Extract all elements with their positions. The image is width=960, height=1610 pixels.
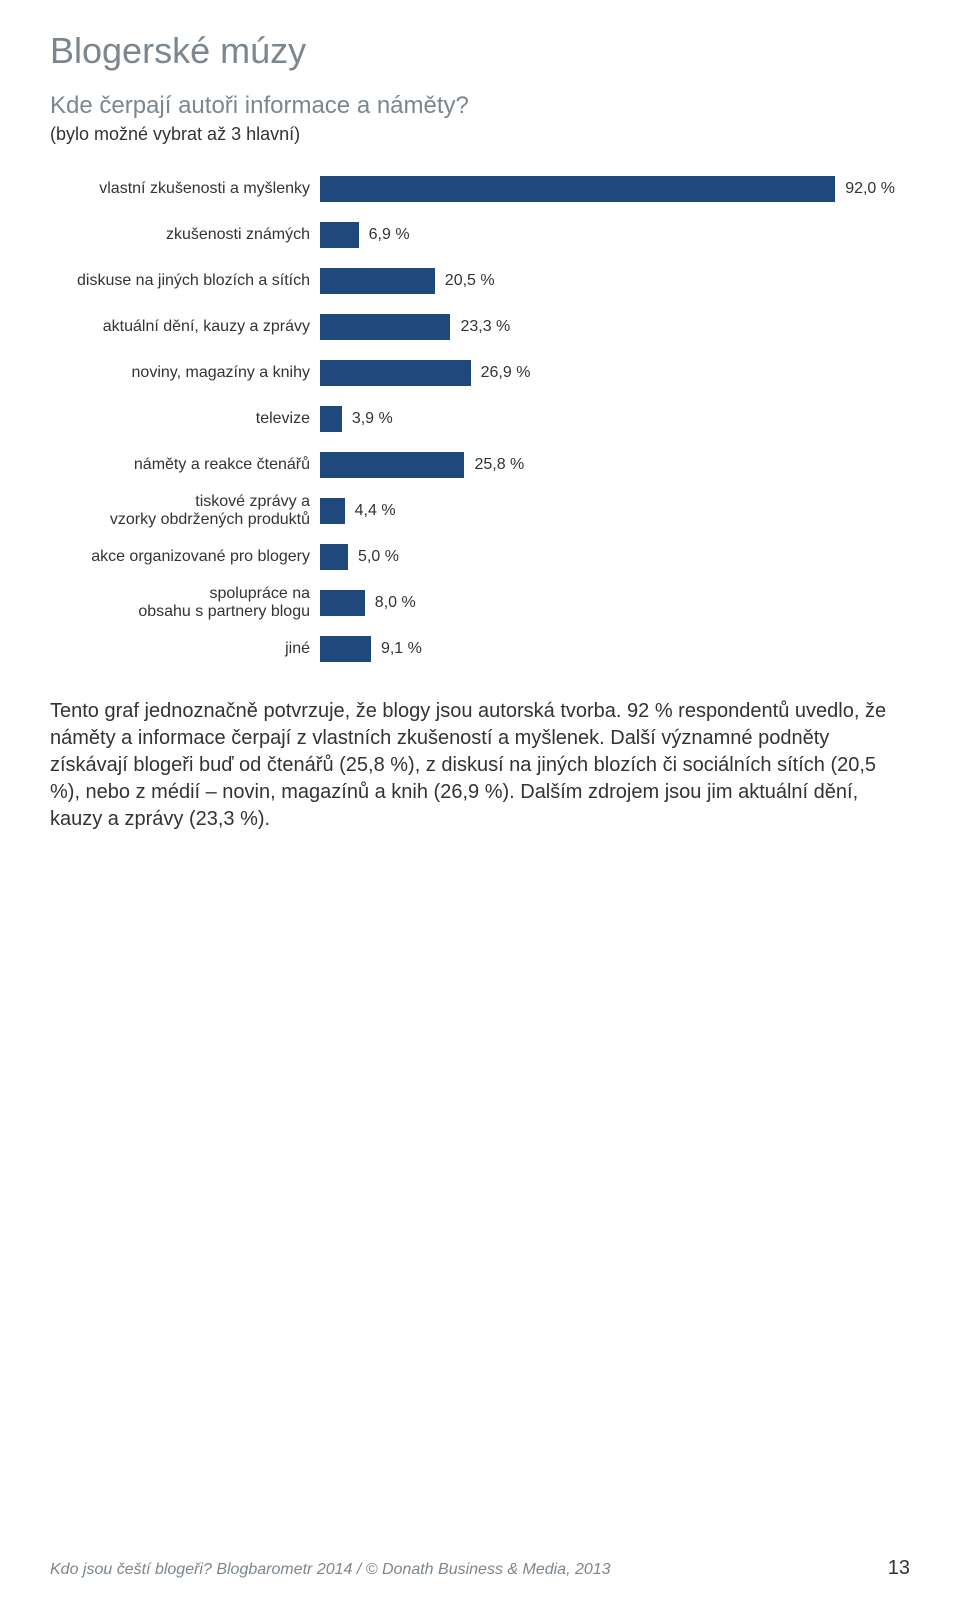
chart-value-label: 20,5 % xyxy=(435,272,495,290)
footer: Kdo jsou čeští blogeři? Blogbarometr 201… xyxy=(50,1557,910,1580)
chart-value-label: 3,9 % xyxy=(342,410,393,428)
chart-bar-wrap: 8,0 % xyxy=(320,590,910,616)
chart-value-label: 92,0 % xyxy=(835,180,895,198)
chart-value-label: 4,4 % xyxy=(345,502,396,520)
chart-category-label: noviny, magazíny a knihy xyxy=(50,364,320,382)
chart-value-label: 26,9 % xyxy=(471,364,531,382)
bar-chart: vlastní zkušenosti a myšlenky 92,0 % zkuše… xyxy=(50,170,910,668)
chart-bar-wrap: 23,3 % xyxy=(320,314,910,340)
chart-value-label: 6,9 % xyxy=(359,226,410,244)
chart-row: spolupráce naobsahu s partnery blogu 8,0 … xyxy=(50,584,910,622)
chart-bar xyxy=(320,360,471,386)
chart-row: diskuse na jiných blozích a sítích 20,5 % xyxy=(50,262,910,300)
chart-bar-wrap: 3,9 % xyxy=(320,406,910,432)
chart-row: televize 3,9 % xyxy=(50,400,910,438)
chart-row: vlastní zkušenosti a myšlenky 92,0 % xyxy=(50,170,910,208)
chart-category-label: vlastní zkušenosti a myšlenky xyxy=(50,180,320,198)
chart-row: aktuální dění, kauzy a zprávy 23,3 % xyxy=(50,308,910,346)
footer-text: Kdo jsou čeští blogeři? Blogbarometr 201… xyxy=(50,1561,611,1579)
subtitle: Kde čerpají autoři informace a náměty? xyxy=(50,92,910,120)
chart-bar-wrap: 25,8 % xyxy=(320,452,910,478)
chart-bar-wrap: 26,9 % xyxy=(320,360,910,386)
chart-value-label: 25,8 % xyxy=(464,456,524,474)
chart-row: jiné 9,1 % xyxy=(50,630,910,668)
chart-bar-wrap: 92,0 % xyxy=(320,176,910,202)
chart-category-label: televize xyxy=(50,410,320,428)
chart-bar-wrap: 4,4 % xyxy=(320,498,910,524)
chart-bar xyxy=(320,452,464,478)
chart-category-label: spolupráce naobsahu s partnery blogu xyxy=(50,585,320,622)
chart-category-label: akce organizované pro blogery xyxy=(50,548,320,566)
chart-category-label: aktuální dění, kauzy a zprávy xyxy=(50,318,320,336)
chart-bar xyxy=(320,544,348,570)
chart-bar-wrap: 9,1 % xyxy=(320,636,910,662)
chart-bar-wrap: 5,0 % xyxy=(320,544,910,570)
chart-row: akce organizované pro blogery 5,0 % xyxy=(50,538,910,576)
chart-row: zkušenosti známých 6,9 % xyxy=(50,216,910,254)
chart-bar xyxy=(320,176,835,202)
chart-bar-wrap: 6,9 % xyxy=(320,222,910,248)
chart-value-label: 23,3 % xyxy=(450,318,510,336)
chart-category-label: zkušenosti známých xyxy=(50,226,320,244)
subtitle-note: (bylo možné vybrat až 3 hlavní) xyxy=(50,124,910,145)
chart-bar xyxy=(320,406,342,432)
chart-row: náměty a reakce čtenářů 25,8 % xyxy=(50,446,910,484)
chart-category-label: jiné xyxy=(50,640,320,658)
chart-value-label: 9,1 % xyxy=(371,640,422,658)
chart-category-label: tiskové zprávy avzorky obdržených produk… xyxy=(50,493,320,530)
page-title: Blogerské múzy xyxy=(50,30,910,72)
chart-bar xyxy=(320,268,435,294)
chart-bar xyxy=(320,498,345,524)
chart-bar xyxy=(320,590,365,616)
chart-bar xyxy=(320,222,359,248)
chart-category-label: náměty a reakce čtenářů xyxy=(50,456,320,474)
chart-value-label: 8,0 % xyxy=(365,594,416,612)
page-number: 13 xyxy=(888,1557,910,1580)
chart-row: noviny, magazíny a knihy 26,9 % xyxy=(50,354,910,392)
chart-category-label: diskuse na jiných blozích a sítích xyxy=(50,272,320,290)
body-paragraph: Tento graf jednoznačně potvrzuje, že blo… xyxy=(50,698,910,833)
page: Blogerské múzy Kde čerpají autoři inform… xyxy=(0,0,960,1610)
chart-row: tiskové zprávy avzorky obdržených produk… xyxy=(50,492,910,530)
chart-bar-wrap: 20,5 % xyxy=(320,268,910,294)
chart-value-label: 5,0 % xyxy=(348,548,399,566)
chart-bar xyxy=(320,314,450,340)
chart-bar xyxy=(320,636,371,662)
